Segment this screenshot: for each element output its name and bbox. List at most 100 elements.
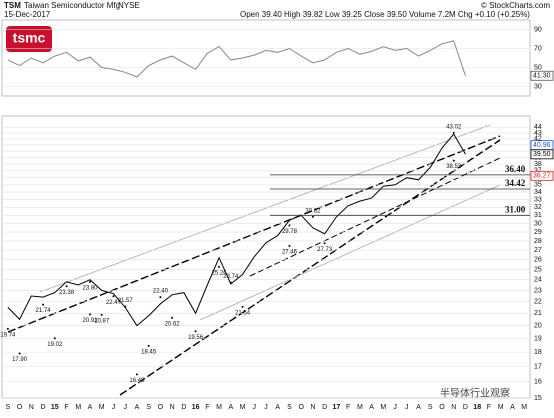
x-tick-label: N xyxy=(451,404,456,411)
level-label: 36.40 xyxy=(505,164,526,174)
annotation-point xyxy=(6,327,9,330)
y-tick-label: 22 xyxy=(534,298,542,305)
x-tick-label: D xyxy=(322,404,327,411)
x-tick-label: J xyxy=(253,404,257,411)
y-tick-label: 30 xyxy=(534,220,542,227)
annotation-point xyxy=(288,244,291,247)
x-tick-label: O xyxy=(439,404,445,411)
annotation-point xyxy=(53,337,56,340)
x-tick-label: O xyxy=(298,404,304,411)
annotation-point xyxy=(218,265,221,268)
x-tick-label: N xyxy=(310,404,315,411)
x-tick-label: S xyxy=(428,404,433,411)
x-tick-label: N xyxy=(29,404,34,411)
annotation-label: 29.78 xyxy=(282,229,298,235)
x-tick-label: D xyxy=(41,404,46,411)
annotation-label: 23.74 xyxy=(223,274,239,280)
annotation-label: 23.38 xyxy=(59,290,75,296)
x-tick-label: F xyxy=(205,404,209,411)
x-tick-label: 16 xyxy=(192,404,200,411)
price-tag-label: 36.27 xyxy=(533,173,551,180)
y-tick-label: 42 xyxy=(534,136,542,143)
y-tick-label: 23 xyxy=(534,287,542,294)
annotation-point xyxy=(112,295,115,298)
annotation-point xyxy=(171,316,174,319)
annotation-label: 21.54 xyxy=(235,311,251,317)
x-tick-label: S xyxy=(146,404,151,411)
exchange: NYSE xyxy=(118,1,140,10)
x-tick-label: 18 xyxy=(473,404,481,411)
annotation-label: 20.91 xyxy=(82,318,98,324)
x-tick-label: J xyxy=(112,404,116,411)
company-name: Taiwan Semiconductor Mfg xyxy=(24,1,120,10)
price-tag-label: 39.50 xyxy=(533,151,551,158)
annotation-point xyxy=(323,242,326,245)
annotation-label: 25.26 xyxy=(212,270,228,276)
annotation-point xyxy=(452,131,455,134)
trend-line xyxy=(39,124,491,293)
trend-line xyxy=(7,135,501,333)
x-tick-label: M xyxy=(357,404,363,411)
level-label: 31.00 xyxy=(505,204,526,214)
annotation-label: 27.46 xyxy=(282,249,298,255)
y-tick-label: 70 xyxy=(534,45,542,52)
logo-box xyxy=(6,26,52,52)
y-tick-label: 30 xyxy=(534,83,542,90)
y-tick-label: 21 xyxy=(534,310,542,317)
annotation-point xyxy=(452,159,455,162)
x-tick-label: F xyxy=(64,404,68,411)
price-tag xyxy=(530,149,554,160)
trend-line xyxy=(119,139,501,396)
annotation-label: 17.90 xyxy=(12,357,28,363)
annotation-label: 21.57 xyxy=(118,298,134,304)
x-tick-label: 15 xyxy=(51,404,59,411)
y-tick-label: 17 xyxy=(534,363,542,370)
annotation-label: 27.73 xyxy=(317,247,333,253)
x-tick-label: M xyxy=(75,404,81,411)
annotation-label: 20.87 xyxy=(94,318,110,324)
annotation-label: 19.74 xyxy=(0,332,16,338)
x-tick-label: O xyxy=(158,404,164,411)
y-tick-label: 24 xyxy=(534,277,542,284)
annotation-label: 43.02 xyxy=(446,124,462,130)
price-tag xyxy=(530,170,554,181)
annotation-point xyxy=(194,330,197,333)
rsi-frame xyxy=(1,19,531,97)
annotation-label: 30.82 xyxy=(305,208,321,214)
y-tick-label: 44 xyxy=(534,124,542,131)
annotation-label: 19.02 xyxy=(47,342,63,348)
logo: tsmc xyxy=(13,30,46,46)
annotation-label: 38.53 xyxy=(446,164,462,170)
x-tick-label: N xyxy=(170,404,175,411)
price-line xyxy=(7,40,466,78)
x-tick-label: M xyxy=(240,404,246,411)
annotation-label: 20.62 xyxy=(165,321,181,327)
x-tick-label: D xyxy=(181,404,186,411)
y-tick-label: 28 xyxy=(534,238,542,245)
annotation-label: 21.74 xyxy=(36,308,52,314)
y-tick-label: 50 xyxy=(534,64,542,71)
y-tick-label: 26 xyxy=(534,256,542,263)
annotation-label: 22.40 xyxy=(153,289,169,295)
y-tick-label: 34 xyxy=(534,189,542,196)
x-tick-label: M xyxy=(216,404,222,411)
x-tick-label: M xyxy=(521,404,527,411)
annotation-point xyxy=(18,352,21,355)
annotation-point xyxy=(89,280,91,283)
x-tick-label: 17 xyxy=(333,404,341,411)
y-tick-label: 43 xyxy=(534,130,542,137)
annotation-point xyxy=(135,373,138,376)
x-tick-label: D xyxy=(463,404,468,411)
y-tick-label: 18 xyxy=(534,349,542,356)
x-tick-label: F xyxy=(346,404,350,411)
y-tick-label: 31 xyxy=(534,212,542,219)
y-tick-label: 35 xyxy=(534,182,542,189)
price-tag-label: 40.96 xyxy=(533,142,551,149)
annotation-point xyxy=(288,224,291,227)
level-label: 34.42 xyxy=(505,178,526,188)
y-tick-label: 16 xyxy=(534,379,542,386)
y-tick-label: 27 xyxy=(534,247,542,254)
annotation-point xyxy=(147,344,150,347)
date: 15-Dec-2017 xyxy=(4,10,51,19)
